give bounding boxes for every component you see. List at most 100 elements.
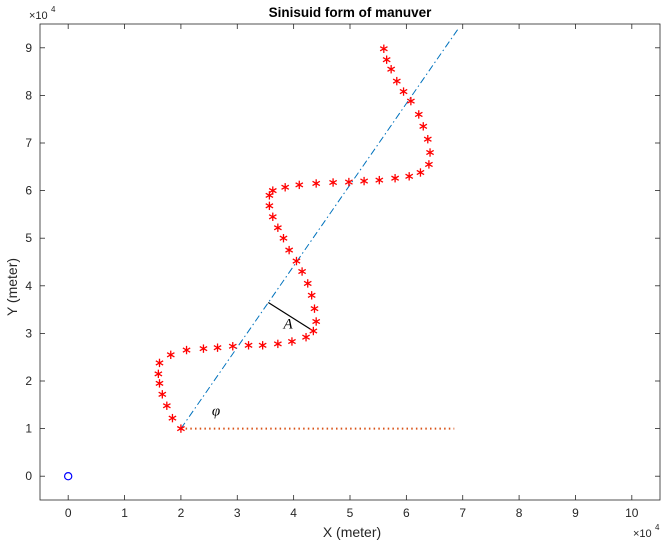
trajectory-point [166, 350, 175, 360]
trajectory-point [419, 122, 428, 131]
x-tick-label: 5 [347, 506, 354, 520]
trajectory-point [302, 333, 311, 342]
x-tick-label: 10 [625, 506, 639, 520]
y-tick-label: 7 [25, 136, 32, 150]
x-tick-label: 4 [290, 506, 297, 520]
asterisk-stroke [405, 173, 414, 179]
amplitude-segment [267, 301, 314, 332]
asterisk-stroke [213, 345, 222, 351]
trajectory-point [279, 233, 288, 243]
origin-marker [63, 472, 73, 481]
asterisk-stroke [258, 342, 267, 348]
trajectory-point [309, 326, 318, 336]
trajectory-point [155, 379, 164, 388]
asterisk-stroke [228, 343, 237, 349]
trajectory-point [310, 304, 319, 313]
asterisk-stroke [375, 177, 384, 183]
asterisk-stroke [424, 161, 433, 168]
y-tick-label: 6 [25, 184, 32, 198]
asterisk-stroke [268, 214, 277, 220]
y-tick-label: 9 [25, 41, 32, 55]
asterisk-stroke [312, 180, 321, 187]
trajectory-point [268, 186, 277, 195]
x-exponent: ×10 4 [633, 523, 660, 540]
trajectory-point [258, 341, 267, 350]
trajectory-point [312, 179, 321, 188]
asterisk-stroke [419, 123, 428, 130]
asterisk-stroke [162, 403, 171, 409]
x-tick-label: 3 [234, 506, 241, 520]
trajectory-point [426, 148, 435, 157]
asterisk-stroke [416, 169, 425, 176]
trajectory-point [391, 174, 400, 183]
y-tick-label: 1 [25, 422, 32, 436]
asterisk-stroke [312, 318, 321, 325]
trajectory-point [182, 345, 191, 355]
asterisk-stroke [244, 342, 253, 348]
marks [63, 28, 459, 481]
trajectory-point [379, 44, 388, 53]
asterisk-stroke [426, 149, 435, 156]
asterisk-stroke [309, 328, 318, 334]
asterisk-stroke [166, 352, 175, 358]
trajectory-point [344, 177, 353, 187]
y-exponent-base: ×10 [29, 10, 48, 22]
asterisk-stroke [287, 338, 296, 345]
chart-title: Sinisuid form of manuver [269, 5, 433, 20]
trajectory-point [414, 110, 423, 119]
trajectory-point [292, 256, 301, 266]
y-tick-label: 4 [25, 279, 32, 293]
asterisk-stroke [158, 391, 167, 397]
y-tick-label: 3 [25, 326, 32, 340]
trajectory-point [199, 344, 208, 353]
trajectory-point [268, 212, 277, 221]
trajectory-point [154, 369, 163, 379]
y-tick-label: 2 [25, 374, 32, 388]
trajectory-point [244, 341, 253, 350]
asterisk-stroke [392, 78, 401, 84]
asterisk-stroke [303, 280, 312, 287]
ticks: 0 1 2 3 4 5 6 7 8 9 10 0 1 2 3 4 5 6 7 8 9 [25, 24, 660, 520]
x-axis-label: X (meter) [323, 524, 381, 540]
trajectory-point [392, 76, 401, 86]
trajectory-point [273, 339, 282, 349]
trajectory-point [382, 55, 391, 64]
annotation-angle: φ [212, 403, 220, 419]
y-axis-label: Y (meter) [4, 258, 20, 316]
annotation-amplitude: A [282, 317, 293, 333]
asterisk-stroke [273, 341, 282, 347]
asterisk-stroke [273, 225, 282, 231]
asterisk-stroke [382, 57, 391, 63]
x-tick-label: 0 [65, 506, 72, 520]
asterisk-stroke [344, 179, 353, 185]
asterisk-stroke [155, 380, 164, 387]
asterisk-stroke [391, 175, 400, 181]
x-tick-label: 2 [178, 506, 185, 520]
x-exponent-base: ×10 [633, 528, 652, 540]
asterisk-stroke [265, 203, 274, 209]
trajectory-point [405, 172, 414, 181]
trajectory-point [406, 96, 415, 106]
trajectory-point [295, 180, 304, 190]
asterisk-stroke [265, 192, 274, 199]
x-tick-label: 8 [516, 506, 523, 520]
trajectory-point [162, 401, 171, 410]
trajectory-point [155, 358, 164, 368]
y-exponent-power: 4 [51, 5, 56, 14]
asterisk-stroke [292, 258, 301, 264]
asterisk-stroke [168, 415, 177, 421]
x-exponent-power: 4 [655, 523, 660, 532]
asterisk-stroke [379, 46, 388, 52]
asterisk-stroke [302, 334, 311, 340]
asterisk-stroke [268, 187, 277, 194]
asterisk-stroke [281, 184, 290, 190]
asterisk-stroke [155, 360, 164, 366]
trajectory-point [423, 134, 432, 144]
trajectory-point [399, 87, 408, 96]
trajectory-point [168, 413, 177, 423]
asterisk-stroke [307, 292, 316, 298]
trajectory-point [360, 176, 369, 186]
asterisk-stroke [182, 347, 191, 353]
y-tick-label: 5 [25, 231, 32, 245]
